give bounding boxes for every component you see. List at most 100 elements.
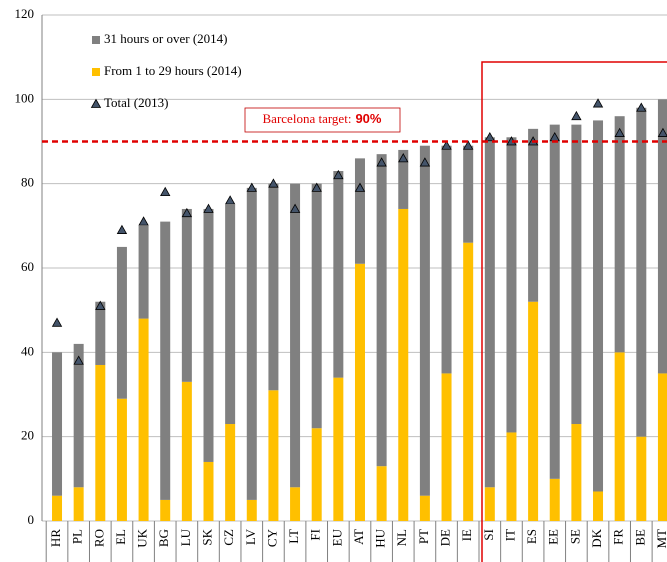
legend-label: From 1 to 29 hours (2014)	[104, 63, 242, 78]
y-tick-label: 60	[21, 259, 34, 274]
total-marker	[614, 127, 625, 137]
bar-segment	[95, 301, 106, 365]
bar-segment	[138, 318, 149, 521]
bar-segment	[528, 128, 539, 302]
x-tick-label: ES	[524, 529, 539, 544]
bar-segment	[657, 99, 667, 374]
bar-segment	[73, 487, 84, 521]
bar-segment	[160, 499, 171, 521]
total-marker	[333, 169, 344, 180]
bar-segment	[268, 183, 279, 391]
bar-segment	[95, 364, 106, 521]
total-marker	[203, 203, 214, 213]
bar-segment	[484, 137, 495, 488]
bar-segment	[138, 225, 149, 319]
total-marker	[116, 224, 128, 234]
x-tick-label: MT	[654, 529, 667, 549]
bar-segment	[246, 499, 257, 521]
total-marker	[376, 157, 387, 167]
x-tick-label: HU	[373, 528, 388, 547]
total-marker	[636, 102, 647, 112]
bar-segment	[614, 116, 625, 353]
bar-segment	[398, 208, 409, 521]
bar-segment	[506, 137, 517, 433]
x-tick-label: IT	[502, 529, 517, 541]
total-marker	[571, 110, 582, 121]
y-tick-label: 40	[21, 343, 34, 358]
y-tick-label: 80	[21, 175, 34, 190]
bar-segment	[160, 221, 171, 500]
y-tick-label: 20	[21, 428, 34, 443]
total-marker	[268, 178, 279, 188]
target-value: 90%	[355, 111, 381, 126]
total-marker	[441, 140, 452, 150]
x-tick-label: RO	[91, 529, 106, 547]
bar-segment	[354, 158, 365, 264]
x-tick-label: EL	[113, 529, 128, 545]
total-marker	[224, 195, 236, 205]
bar-segment	[52, 352, 63, 496]
x-tick-label: IE	[459, 529, 474, 541]
bar-segment	[268, 390, 279, 521]
bar-segment	[528, 301, 539, 521]
total-marker	[311, 182, 322, 192]
bar-segment	[290, 183, 301, 488]
bar-segment	[484, 487, 495, 521]
bar-segment	[571, 424, 582, 521]
y-tick-label: 100	[15, 90, 35, 105]
y-tick-label: 120	[15, 6, 35, 21]
x-tick-label: NL	[394, 529, 409, 546]
bar-segment	[463, 145, 474, 243]
x-tick-label: LV	[243, 528, 258, 545]
legend-label: Total (2013)	[104, 95, 168, 110]
x-tick-label: UK	[135, 528, 150, 547]
bar-segment	[181, 208, 192, 382]
x-tick-label: BG	[156, 529, 171, 547]
x-tick-label: DE	[438, 529, 453, 546]
total-marker	[419, 157, 431, 167]
x-tick-label: SI	[481, 529, 496, 541]
bar-segment	[311, 428, 322, 521]
x-tick-label: LU	[178, 528, 193, 546]
bar-segment	[376, 154, 387, 467]
bar-segment	[636, 436, 647, 521]
target-annotation: Barcelona target: 90%	[263, 111, 382, 126]
bar-segment	[419, 495, 430, 521]
bar-segment	[441, 373, 452, 521]
bar-segment	[73, 343, 84, 488]
x-tick-label: AT	[351, 529, 366, 545]
bar-segment	[333, 377, 344, 521]
bar-segment	[290, 487, 301, 521]
legend-marker	[92, 36, 100, 44]
bar-segment	[419, 145, 430, 496]
total-marker	[138, 216, 149, 226]
bar-segment	[614, 352, 625, 521]
legend-marker	[92, 68, 100, 76]
highlight-box	[481, 61, 667, 562]
bar-segment	[398, 149, 409, 209]
bar-segment	[116, 246, 127, 399]
total-marker	[657, 127, 667, 137]
bar-segment	[181, 381, 192, 521]
total-marker	[73, 355, 84, 365]
bar-segment	[246, 187, 257, 500]
x-tick-label: LT	[286, 529, 301, 544]
x-tick-label: PL	[70, 529, 85, 544]
bar-segment	[657, 373, 667, 521]
bar-segment	[441, 145, 452, 374]
bar-segment	[225, 204, 236, 425]
total-marker	[398, 153, 409, 163]
bar-segment	[636, 107, 647, 437]
x-tick-label: CZ	[221, 529, 236, 546]
total-marker	[95, 300, 106, 310]
bar-segment	[593, 120, 604, 492]
total-marker	[181, 207, 193, 218]
bar-segment	[203, 208, 214, 462]
bar-segment	[203, 461, 214, 521]
legend-marker	[90, 98, 102, 108]
bar-segment	[571, 124, 582, 425]
x-tick-label: BE	[632, 529, 647, 546]
y-tick-label: 0	[28, 512, 35, 527]
total-marker	[51, 317, 63, 327]
